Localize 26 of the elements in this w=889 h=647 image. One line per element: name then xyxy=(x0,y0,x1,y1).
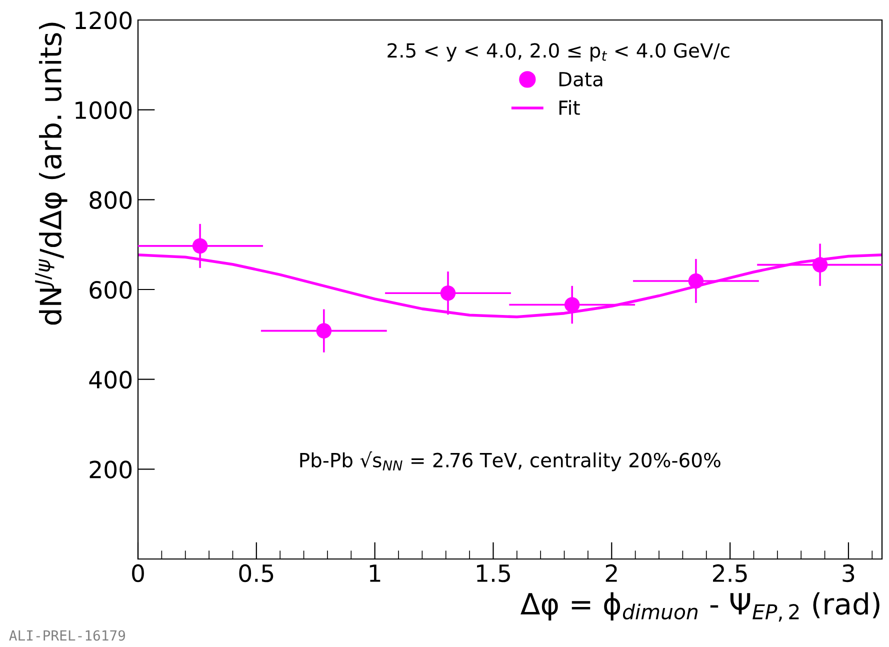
y-axis-title: dN$^{J/ψ}$/dΔφ (arb. units) xyxy=(35,22,68,325)
y-tick-label: 200 xyxy=(90,460,132,478)
legend-label: Fit xyxy=(559,100,580,115)
x-axis-title: Δφ = ϕ$_{dimuon}$ - Ψ$_{EP,2}$ (rad) xyxy=(520,592,880,622)
y-tick-label: 400 xyxy=(89,370,132,389)
point xyxy=(440,285,456,301)
x-tick-label: 2.5 xyxy=(713,564,747,582)
point xyxy=(688,273,704,289)
y-tick-label: 1000 xyxy=(76,101,132,120)
x-tick-label: 3 xyxy=(842,564,854,582)
point xyxy=(192,238,208,254)
y-tick-label: 600 xyxy=(90,280,132,299)
legend-title: 2.5 < y < 4.0, 2.0 ≤ p$_{t}$ < 4.0 GeV/c xyxy=(388,43,730,62)
point xyxy=(564,297,580,312)
x-tick-label: 0 xyxy=(132,564,144,582)
annotation: Pb-Pb √s$_{NN}$ = 2.76 TeV, centrality 20%-60% xyxy=(300,451,720,472)
x-tick-label: 2 xyxy=(606,564,617,582)
y-tick-label: 1200 xyxy=(76,11,132,30)
point xyxy=(812,257,828,272)
x-tick-label: 0.5 xyxy=(239,564,274,582)
legend-label: Data xyxy=(559,72,602,87)
y-tick-label: 800 xyxy=(90,191,132,209)
point xyxy=(316,323,332,338)
x-tick-label: 1 xyxy=(370,564,380,582)
text: ALI-PREL-16179 xyxy=(9,630,126,641)
x-tick-label: 1.5 xyxy=(477,564,510,582)
